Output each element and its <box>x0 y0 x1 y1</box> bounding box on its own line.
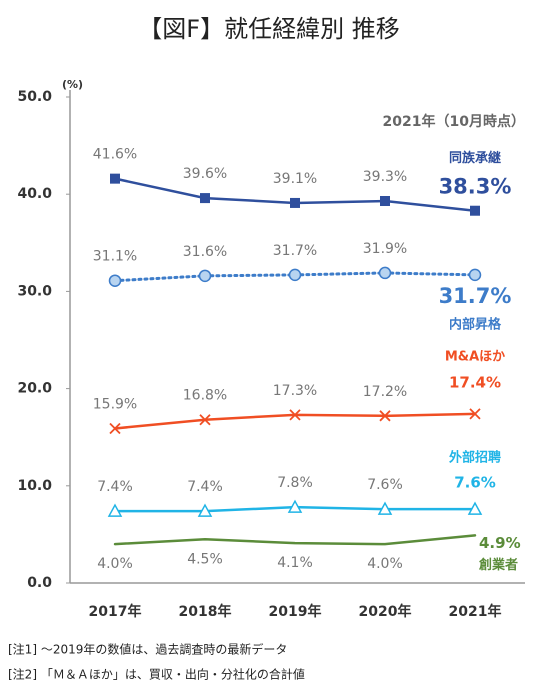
data-label: 17.2% <box>363 384 407 400</box>
marker <box>108 274 122 287</box>
data-label: 4.5% <box>187 551 223 567</box>
marker <box>288 268 302 282</box>
data-label: 15.9% <box>93 396 137 412</box>
legend-label: M&Aほか <box>445 349 505 364</box>
y-tick-label: 0.0 <box>27 575 52 591</box>
data-label: 31.7% <box>273 243 317 259</box>
data-label: 17.4% <box>449 373 501 391</box>
marker <box>377 501 393 515</box>
marker <box>287 499 303 513</box>
marker <box>468 268 482 282</box>
data-label: 4.0% <box>97 556 133 572</box>
marker <box>107 503 123 517</box>
marker <box>198 269 212 283</box>
marker <box>200 193 210 204</box>
x-tick-label: 2019年 <box>269 603 322 620</box>
marker <box>199 414 211 426</box>
data-label: 7.6% <box>454 474 496 492</box>
data-label: 7.6% <box>367 477 403 493</box>
data-label: 31.7% <box>439 284 512 308</box>
annotation: 2021年（10月時点） <box>383 113 525 130</box>
series-line <box>113 534 477 546</box>
legend-label: 創業者 <box>478 557 518 573</box>
y-tick-label: 30.0 <box>17 283 52 299</box>
data-label: 4.9% <box>479 534 521 552</box>
data-label: 31.9% <box>363 241 407 257</box>
data-label: 39.6% <box>183 166 227 182</box>
marker <box>110 173 120 184</box>
data-label: 31.1% <box>93 249 137 265</box>
y-tick-label: 50.0 <box>17 89 52 105</box>
legend-label: 外部招聘 <box>448 450 501 466</box>
marker <box>378 266 392 280</box>
note: [注1] ～2019年の数値は、過去調査時の最新データ <box>8 642 287 657</box>
x-tick-label: 2020年 <box>359 603 412 620</box>
data-label: 38.3% <box>439 175 512 199</box>
marker <box>469 408 481 420</box>
marker <box>379 410 391 422</box>
note: [注2] 「Ｍ＆Ａほか」は、買収・出向・分社化の合計値 <box>8 667 305 682</box>
marker <box>380 196 390 207</box>
data-label: 16.8% <box>183 388 227 404</box>
marker <box>289 409 301 421</box>
data-label: 7.8% <box>277 475 313 491</box>
marker <box>109 422 121 435</box>
data-label: 41.6% <box>93 147 137 163</box>
marker <box>470 205 480 216</box>
data-label: 4.1% <box>277 555 313 571</box>
data-label: 17.3% <box>273 383 317 399</box>
legend-label: 内部昇格 <box>449 316 502 332</box>
y-tick-label: 10.0 <box>17 478 52 494</box>
data-label: 39.1% <box>273 171 317 187</box>
data-label: 39.3% <box>363 169 407 185</box>
marker <box>290 197 300 208</box>
x-tick-label: 2017年 <box>89 603 142 620</box>
marker <box>467 501 483 515</box>
data-label: 7.4% <box>97 479 133 495</box>
x-tick-label: 2018年 <box>179 603 232 620</box>
data-label: 4.0% <box>367 556 403 572</box>
marker <box>197 503 213 517</box>
data-label: 31.6% <box>183 244 227 260</box>
x-tick-label: 2021年 <box>449 603 502 620</box>
y-unit: (%) <box>62 78 83 91</box>
legend-label: 同族承継 <box>449 150 501 166</box>
chart-title: 【図F】就任経緯別 推移 <box>138 15 399 43</box>
y-tick-label: 40.0 <box>17 186 52 202</box>
data-label: 7.4% <box>187 479 223 495</box>
y-tick-label: 20.0 <box>17 381 52 397</box>
